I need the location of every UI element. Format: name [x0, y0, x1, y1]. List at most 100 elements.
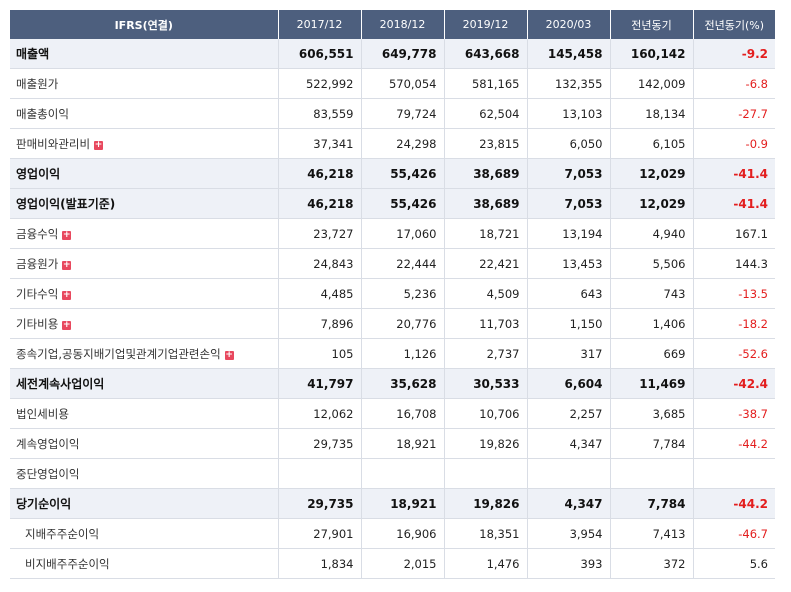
row-label: 중단영업이익 [10, 458, 279, 489]
table-cell: 3,685 [610, 398, 694, 429]
table-cell: 17,060 [361, 218, 445, 249]
table-cell: 13,194 [527, 218, 611, 249]
table-cell: 7,896 [278, 308, 362, 339]
table-cell: 18,351 [444, 518, 528, 549]
table-cell: 29,735 [278, 488, 362, 519]
table-cell: 7,413 [610, 518, 694, 549]
table-cell: 6,105 [610, 128, 694, 159]
table-cell: 19,826 [444, 428, 528, 459]
row-label[interactable]: 기타비용 + [10, 308, 279, 339]
table-cell: -46.7 [693, 518, 775, 549]
plus-icon[interactable]: + [62, 259, 72, 270]
table-cell: 10,706 [444, 398, 528, 429]
table-cell: 4,347 [527, 428, 611, 459]
table-cell: 643 [527, 278, 611, 309]
table-row: 금융원가 +24,843 22,444 22,421 13,453 5,506 144.3 [10, 248, 775, 279]
table-cell: 13,453 [527, 248, 611, 279]
table-cell: 581,165 [444, 68, 528, 99]
row-label[interactable]: 판매비와관리비 + [10, 128, 279, 159]
header-2018-12: 2018/12 [361, 10, 445, 39]
table-row: 매출총이익 83,559 79,724 62,504 13,103 18,134 -27.7 [10, 98, 775, 129]
header-2020-03: 2020/03 [527, 10, 611, 39]
row-label-text: 당기순이익 [16, 497, 72, 511]
header-row: IFRS(연결) 2017/12 2018/12 2019/12 2020/03… [10, 10, 775, 39]
table-row: 금융수익 +23,727 17,060 18,721 13,194 4,940 167.1 [10, 218, 775, 249]
row-label-text: 중단영업이익 [16, 466, 80, 481]
row-label: 지배주주순이익 [10, 518, 279, 549]
plus-icon[interactable]: + [94, 139, 104, 150]
table-cell: 5,506 [610, 248, 694, 279]
table-cell: 22,421 [444, 248, 528, 279]
table-cell [610, 458, 694, 489]
table-cell: -6.8 [693, 68, 775, 99]
table-cell: 643,668 [444, 39, 528, 69]
table-cell: 83,559 [278, 98, 362, 129]
table-cell: -44.2 [693, 428, 775, 459]
table-cell: 23,815 [444, 128, 528, 159]
header-prev-period-pct: 전년동기(%) [693, 10, 775, 39]
table-cell: 3,954 [527, 518, 611, 549]
table-cell: 27,901 [278, 518, 362, 549]
table-row: 영업이익(발표기준) 46,218 55,426 38,689 7,053 12,029-… [10, 188, 775, 219]
plus-icon[interactable]: + [62, 319, 72, 330]
row-label-text: 세전계속사업이익 [16, 377, 105, 391]
table-cell: 144.3 [693, 248, 775, 279]
row-label[interactable]: 금융수익 + [10, 218, 279, 249]
table-row: 판매비와관리비 +37,341 24,298 23,815 6,050 6,105 -0.9 [10, 128, 775, 159]
row-label-text: 매출총이익 [16, 106, 69, 121]
table-cell: -13.5 [693, 278, 775, 309]
plus-icon[interactable]: + [62, 289, 72, 300]
table-cell: 18,921 [361, 488, 445, 519]
row-label[interactable]: 기타수익 + [10, 278, 279, 309]
table-cell: 24,843 [278, 248, 362, 279]
row-label-text: 매출원가 [16, 76, 59, 91]
table-cell: 16,708 [361, 398, 445, 429]
table-cell: 1,406 [610, 308, 694, 339]
table-cell: 29,735 [278, 428, 362, 459]
table-cell: 19,826 [444, 488, 528, 519]
table-cell: 6,604 [527, 368, 611, 399]
table-cell: 2,257 [527, 398, 611, 429]
plus-icon[interactable]: + [62, 229, 72, 240]
row-label-text: 계속영업이익 [16, 436, 80, 451]
table-row: 매출원가 522,992 570,054 581,165 132,355 142,009-… [10, 68, 775, 99]
table-cell: -42.4 [693, 368, 775, 399]
table-cell: 41,797 [278, 368, 362, 399]
row-label-text: 비지배주주순이익 [25, 556, 110, 571]
table-cell: -41.4 [693, 188, 775, 219]
row-label: 비지배주주순이익 [10, 548, 279, 579]
financial-table-container: IFRS(연결) 2017/12 2018/12 2019/12 2020/03… [10, 10, 775, 579]
table-row: 기타수익 +4,485 5,236 4,509 643 743 -13.5 [10, 278, 775, 309]
table-cell: 1,126 [361, 338, 445, 369]
table-row: 영업이익 46,218 55,426 38,689 7,053 12,029 -41.4 [10, 158, 775, 189]
table-cell: 12,062 [278, 398, 362, 429]
table-cell: 2,737 [444, 338, 528, 369]
table-cell: 4,485 [278, 278, 362, 309]
table-row: 비지배주주순이익 1,834 2,015 1,476 393 372 5.6 [10, 548, 775, 579]
table-cell: 317 [527, 338, 611, 369]
row-label-text: 판매비와관리비 [16, 136, 91, 151]
row-label[interactable]: 종속기업,공동지배기업및관계기업관련손익 + [10, 338, 279, 369]
table-cell: 1,150 [527, 308, 611, 339]
table-cell: 372 [610, 548, 694, 579]
row-label[interactable]: 금융원가 + [10, 248, 279, 279]
table-cell: 649,778 [361, 39, 445, 69]
table-cell: 55,426 [361, 158, 445, 189]
table-cell: 4,347 [527, 488, 611, 519]
row-label: 당기순이익 [10, 488, 279, 519]
table-cell [693, 458, 775, 489]
table-cell: 606,551 [278, 39, 362, 69]
table-cell: 142,009 [610, 68, 694, 99]
table-cell [361, 458, 445, 489]
row-label-text: 종속기업,공동지배기업및관계기업관련손익 [16, 346, 221, 361]
table-cell: 393 [527, 548, 611, 579]
plus-icon[interactable]: + [224, 349, 234, 360]
table-cell: 145,458 [527, 39, 611, 69]
table-cell: -41.4 [693, 158, 775, 189]
table-cell: 6,050 [527, 128, 611, 159]
table-cell: 5.6 [693, 548, 775, 579]
table-cell: 22,444 [361, 248, 445, 279]
row-label: 매출총이익 [10, 98, 279, 129]
table-row: 당기순이익 29,735 18,921 19,826 4,347 7,784 -44.2 [10, 488, 775, 519]
header-ifrs: IFRS(연결) [10, 10, 279, 39]
